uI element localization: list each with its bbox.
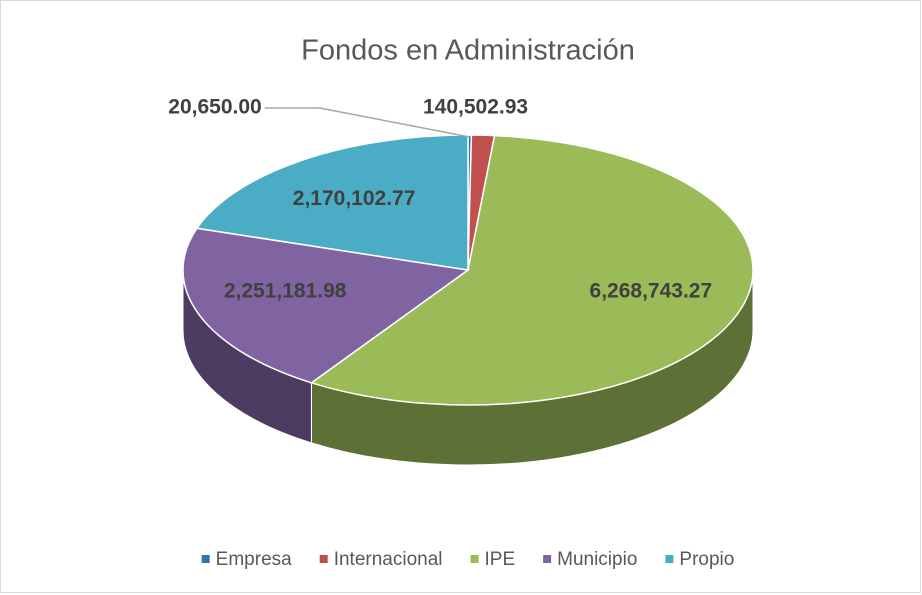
legend-swatch [319, 555, 328, 563]
data-label: 2,251,181.98 [224, 279, 347, 302]
legend-item: Internacional [319, 549, 443, 570]
leader-line [264, 107, 470, 138]
legend-label: Empresa [216, 549, 292, 570]
chart-title: Fondos en Administración [301, 35, 635, 67]
legend-item: Propio [665, 549, 734, 570]
legend-swatch [665, 555, 674, 563]
data-label: 2,170,102.77 [293, 187, 416, 210]
slice [182, 227, 470, 384]
legend-label: Municipio [557, 549, 637, 570]
legend-label: Propio [679, 549, 734, 570]
legend-label: Internacional [334, 549, 443, 570]
pie-tops [182, 134, 754, 406]
legend-swatch [201, 555, 210, 563]
slice [195, 134, 469, 271]
legend-item: Empresa [201, 549, 292, 570]
data-label: 140,502.93 [423, 96, 528, 119]
legend-item: Municipio [543, 549, 637, 570]
legend-swatch [470, 555, 479, 563]
legend-item: IPE [470, 549, 516, 570]
legend-swatch [543, 555, 552, 563]
slice [309, 134, 754, 406]
data-label: 20,650.00 [168, 96, 261, 119]
legend-label: IPE [485, 549, 516, 570]
data-label: 6,268,743.27 [590, 279, 713, 302]
